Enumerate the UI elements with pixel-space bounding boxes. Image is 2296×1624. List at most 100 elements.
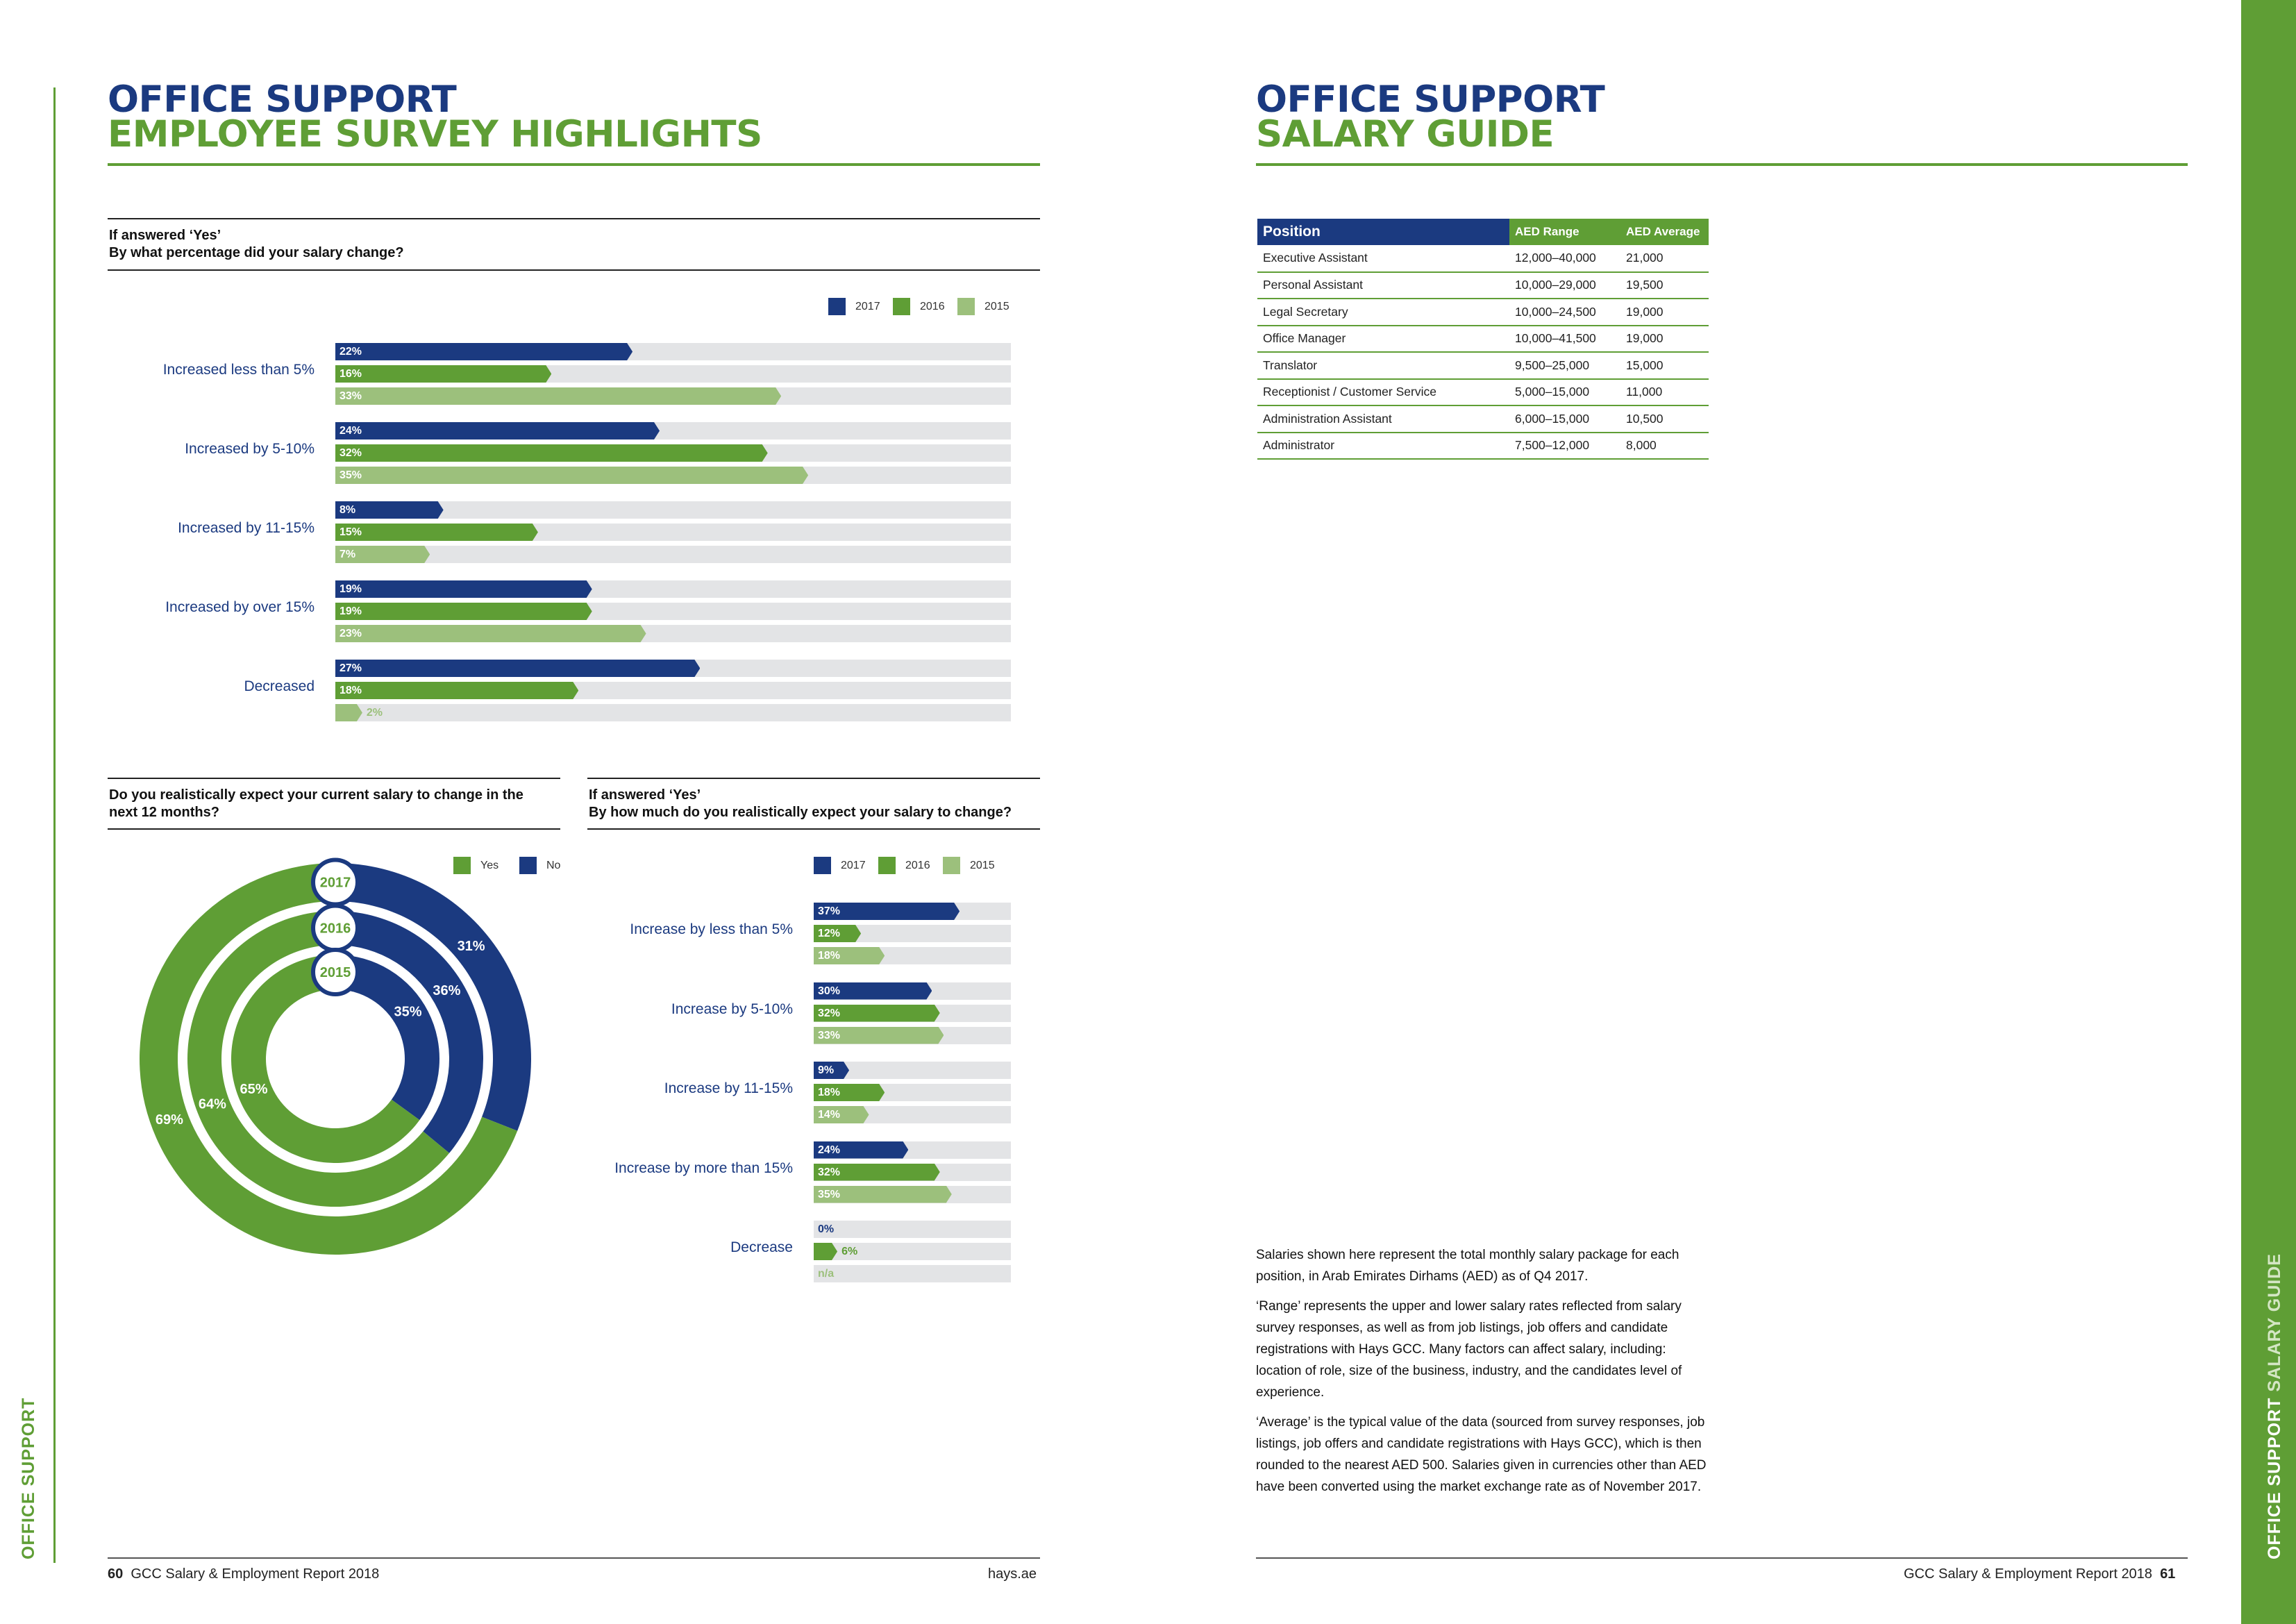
chart2-title: Do you realistically expect your current… (109, 787, 523, 820)
salary-notes: Salaries shown here represent the total … (1256, 1244, 1707, 1506)
bar-value-label: 9% (818, 1064, 835, 1076)
bar-value-label: 12% (818, 928, 841, 939)
category-label: Increased by 11-15% (178, 520, 315, 536)
note-1: Salaries shown here represent the total … (1256, 1248, 1679, 1284)
donut-no-2017 (335, 863, 531, 1131)
donut-no-2016 (335, 911, 483, 1153)
salary-row: Translator 9,500–25,000 15,000 (1257, 352, 1709, 380)
range-cell: 12,000–40,000 (1509, 245, 1620, 273)
chart2-bottom-rule (108, 828, 560, 830)
bar-2015 (814, 1186, 952, 1203)
legend-swatch (878, 857, 896, 874)
donut-yes-label: 69% (156, 1112, 183, 1128)
position-cell: Receptionist / Customer Service (1257, 378, 1509, 406)
donut-yes-2015 (231, 955, 420, 1163)
legend-item: Yes (453, 857, 498, 874)
right-side-bar (2241, 0, 2296, 1624)
category-label: Decrease (730, 1239, 793, 1255)
salary-table: Position AED Range AED Average Executive… (1257, 219, 1709, 460)
range-cell: 10,000–24,500 (1509, 299, 1620, 326)
bar-value-label: 19% (340, 605, 362, 617)
average-cell: 19,000 (1620, 299, 1709, 326)
bar-value-label: 18% (818, 1087, 841, 1098)
bar-value-label: 18% (818, 950, 841, 962)
legend-item: 2016 (893, 298, 945, 315)
bar-value-label: 24% (340, 425, 362, 437)
nested-donut-chart: 31% 69% 36% 64% 35% 65% 2017 2016 2015 (140, 857, 531, 1255)
right-page-number: 61 (2160, 1566, 2176, 1582)
legend-label: 2015 (984, 300, 1009, 312)
bar-2016 (335, 682, 578, 699)
category-label: Increase by less than 5% (630, 921, 793, 937)
range-cell: 10,000–29,000 (1509, 271, 1620, 299)
chart2-top-rule (108, 778, 560, 779)
bar-value-label: 33% (340, 390, 362, 402)
bar-value-label: 19% (340, 583, 362, 595)
left-page-number: 60 (108, 1566, 124, 1582)
legend-label: 2016 (920, 300, 945, 312)
right-footer-title: GCC Salary & Employment Report 2018 (1904, 1566, 2152, 1582)
left-footer-url[interactable]: hays.ae (988, 1566, 1037, 1582)
legend-item: 2016 (878, 857, 930, 874)
salary-row: Administration Assistant 6,000–15,000 10,5… (1257, 405, 1709, 433)
bar-value-label: 30% (818, 985, 841, 997)
category-label: Decreased (244, 678, 315, 694)
left-footer: 60 GCC Salary & Employment Report 2018 (108, 1566, 379, 1582)
bar-2015 (335, 546, 430, 563)
position-cell: Executive Assistant (1257, 245, 1509, 273)
category-label: Increased by 5-10% (185, 441, 315, 457)
category-label: Increase by more than 15% (614, 1160, 793, 1176)
bar-2016 (335, 365, 551, 383)
donut-yes-label: 65% (240, 1082, 268, 1097)
bar-2017 (335, 422, 660, 440)
bar-value-label: 16% (340, 368, 362, 380)
bar-2016 (335, 603, 592, 620)
note-3: ‘Average’ is the typical value of the da… (1256, 1415, 1707, 1494)
bar-2016 (814, 1243, 837, 1260)
bar-2015 (335, 625, 646, 642)
bar-2016 (814, 1005, 940, 1022)
bar-value-label: 14% (818, 1109, 841, 1121)
right-footer: GCC Salary & Employment Report 2018 61 (1904, 1566, 2175, 1582)
bar-value-label: 23% (340, 628, 362, 639)
average-cell: 10,500 (1620, 405, 1709, 433)
salary-row: Legal Secretary 10,000–24,500 19,000 (1257, 299, 1709, 326)
bar-2017 (335, 660, 700, 677)
bar-2017 (814, 1141, 908, 1159)
bar-2017 (814, 903, 960, 920)
bar-value-label: 32% (818, 1007, 841, 1019)
category-label: Increase by 11-15% (664, 1080, 793, 1096)
position-cell: Administrator (1257, 432, 1509, 460)
bar-track (335, 546, 1011, 563)
position-cell: Personal Assistant (1257, 271, 1509, 299)
salary-row: Receptionist / Customer Service 5,000–15,… (1257, 378, 1709, 406)
legend-item: 2017 (814, 857, 866, 874)
salary-row: Office Manager 10,000–41,500 19,000 (1257, 325, 1709, 353)
chart1-bottom-rule (108, 269, 1040, 271)
note-2: ‘Range’ represents the upper and lower s… (1256, 1299, 1682, 1400)
header-position: Position (1257, 219, 1509, 245)
legend-swatch (519, 857, 537, 874)
position-cell: Legal Secretary (1257, 299, 1509, 326)
average-cell: 21,000 (1620, 245, 1709, 273)
chart3-top-rule (587, 778, 1040, 779)
legend-label: 2017 (841, 859, 866, 871)
donut-yes-label: 64% (199, 1096, 226, 1112)
bar-value-label: 18% (340, 685, 362, 696)
position-cell: Administration Assistant (1257, 405, 1509, 433)
bar-2016 (814, 1084, 885, 1101)
bar-value-label: 35% (340, 469, 362, 481)
left-title-line1: OFFICE SUPPORT (108, 78, 457, 121)
legend-swatch (828, 298, 846, 315)
legend-swatch (957, 298, 975, 315)
bar-value-label: n/a (818, 1268, 835, 1280)
left-footer-rule (108, 1557, 1040, 1559)
position-cell: Translator (1257, 352, 1509, 380)
right-title-line2: SALARY GUIDE (1256, 113, 1555, 156)
legend-swatch (893, 298, 910, 315)
left-footer-title: GCC Salary & Employment Report 2018 (131, 1566, 380, 1582)
bar-value-label: 27% (340, 662, 362, 674)
average-cell: 8,000 (1620, 432, 1709, 460)
bar-track (814, 1221, 1011, 1238)
bar-value-label: 15% (340, 526, 362, 538)
